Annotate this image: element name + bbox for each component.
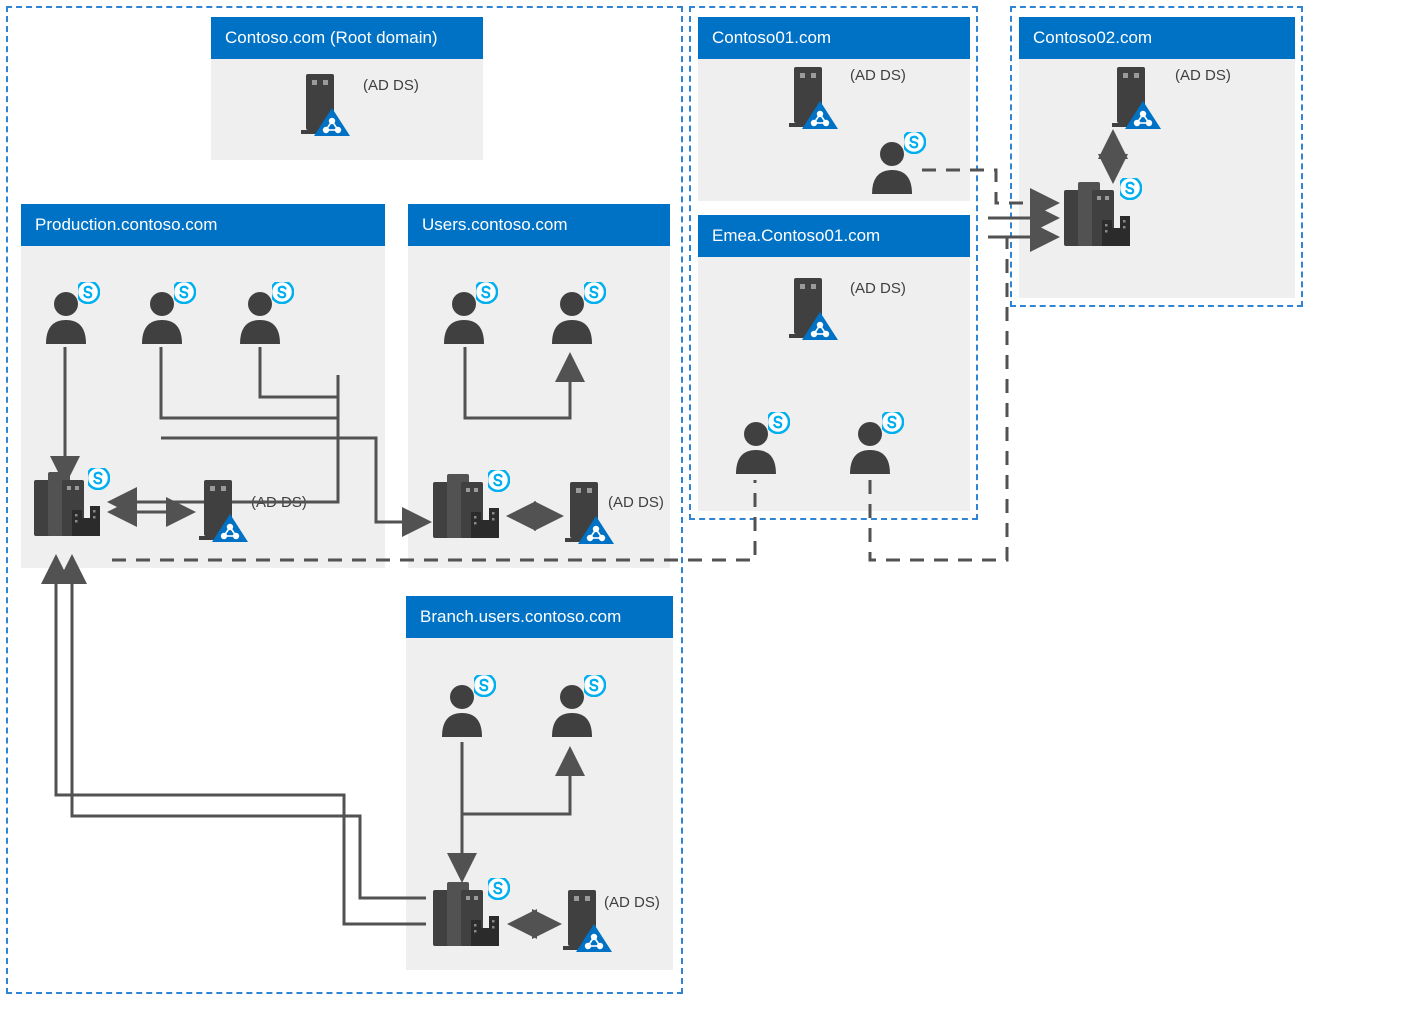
ad-ds-label: (AD DS) [363, 77, 419, 94]
skype-badge-icon [882, 412, 904, 434]
skype-badge-icon [584, 282, 606, 304]
domain-title: Contoso01.com [712, 28, 831, 48]
ad-ds-label: (AD DS) [251, 494, 307, 511]
skype-badge-icon [904, 132, 926, 154]
ad-ds-label: (AD DS) [850, 280, 906, 297]
domain-title: Users.contoso.com [422, 215, 568, 235]
domain-header: Contoso02.com [1019, 17, 1295, 59]
domain-header: Emea.Contoso01.com [698, 215, 970, 257]
ad-server-icon [786, 276, 844, 346]
skype-badge-icon [1120, 178, 1142, 200]
domain-header: Branch.users.contoso.com [406, 596, 673, 638]
skype-badge-icon [88, 468, 110, 490]
skype-badge-icon [768, 412, 790, 434]
skype-badge-icon [476, 282, 498, 304]
skype-badge-icon [78, 282, 100, 304]
domain-header: Contoso01.com [698, 17, 970, 59]
domain-contoso02: Contoso02.com (AD DS) [1019, 17, 1295, 298]
ad-server-icon [298, 72, 356, 142]
skype-badge-icon [488, 878, 510, 900]
ad-server-icon [1109, 65, 1167, 135]
skype-badge-icon [488, 470, 510, 492]
domain-header: Contoso.com (Root domain) [211, 17, 483, 59]
domain-title: Branch.users.contoso.com [420, 607, 621, 627]
skype-badge-icon [474, 675, 496, 697]
domain-title: Contoso02.com [1033, 28, 1152, 48]
ad-server-icon [196, 478, 254, 548]
domain-header: Users.contoso.com [408, 204, 670, 246]
domain-title: Emea.Contoso01.com [712, 226, 880, 246]
skype-badge-icon [174, 282, 196, 304]
domain-title: Contoso.com (Root domain) [225, 28, 438, 48]
domain-title: Production.contoso.com [35, 215, 217, 235]
domain-header: Production.contoso.com [21, 204, 385, 246]
skype-badge-icon [584, 675, 606, 697]
ad-server-icon [560, 888, 618, 958]
diagram-canvas: Contoso.com (Root domain) (AD DS) Produc… [0, 0, 1412, 1010]
ad-ds-label: (AD DS) [850, 67, 906, 84]
skype-badge-icon [272, 282, 294, 304]
ad-server-icon [562, 480, 620, 550]
ad-server-icon [786, 65, 844, 135]
ad-ds-label: (AD DS) [1175, 67, 1231, 84]
